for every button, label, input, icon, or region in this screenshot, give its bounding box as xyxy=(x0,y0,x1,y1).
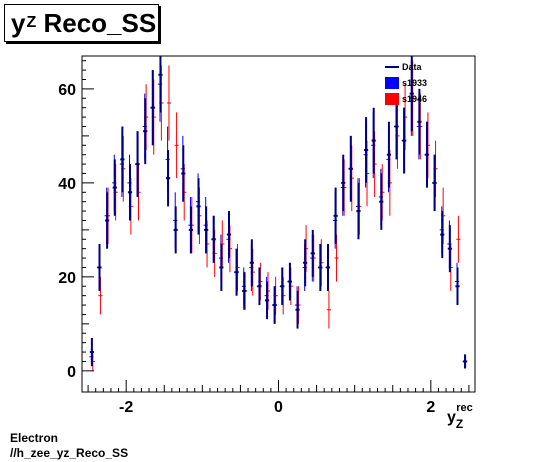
data-point xyxy=(447,225,452,273)
data-point xyxy=(211,215,216,263)
data-point xyxy=(325,243,331,291)
data-point xyxy=(333,187,338,244)
data-point xyxy=(204,206,209,254)
data-point xyxy=(295,290,300,329)
x-tick-label: -2 xyxy=(119,399,133,416)
data-point xyxy=(249,239,254,287)
x-tick-label: 2 xyxy=(426,399,435,416)
plot-frame xyxy=(81,55,476,393)
y-tick-label: 40 xyxy=(58,176,76,193)
data-point xyxy=(318,243,323,291)
legend-entry-s1946: s1946 xyxy=(385,93,427,105)
footer-label: Electron xyxy=(10,431,59,445)
x-axis-label: yZrec xyxy=(447,402,473,431)
series-data xyxy=(89,56,468,369)
x-axis-label-sub: Z xyxy=(456,417,463,431)
legend: Data s1933 s1946 xyxy=(385,62,427,105)
y-tick-label: 60 xyxy=(58,82,76,99)
data-point xyxy=(326,290,332,329)
data-point xyxy=(196,178,201,235)
legend-swatch xyxy=(385,93,399,105)
data-point xyxy=(287,262,293,301)
data-point xyxy=(105,192,110,249)
data-point xyxy=(303,239,308,287)
data-point xyxy=(226,211,232,259)
data-point xyxy=(166,65,172,141)
data-point xyxy=(234,248,239,296)
data-point xyxy=(150,70,155,146)
data-point xyxy=(143,98,148,165)
y-tick-label: 20 xyxy=(58,270,76,287)
x-tick-label: 0 xyxy=(274,399,283,416)
x-axis-label-sup: rec xyxy=(456,402,473,414)
data-point xyxy=(264,281,270,320)
data-point xyxy=(280,267,285,306)
data-point xyxy=(379,173,384,230)
data-point xyxy=(455,267,460,306)
data-point xyxy=(456,215,461,263)
data-point xyxy=(120,126,125,193)
legend-label: s1946 xyxy=(402,94,427,104)
data-point xyxy=(181,145,186,202)
data-point xyxy=(242,272,247,310)
footer-path: //h_zee_yz_Reco_SS xyxy=(10,446,129,460)
data-point xyxy=(402,107,407,174)
data-point xyxy=(356,182,361,240)
data-point xyxy=(257,267,262,306)
data-point xyxy=(371,107,376,174)
chart-title-subscript: Z xyxy=(26,14,37,31)
series-layer xyxy=(89,56,468,371)
data-point xyxy=(386,121,392,188)
legend-label: s1933 xyxy=(402,78,427,88)
data-point xyxy=(173,206,178,254)
data-point xyxy=(135,131,140,197)
data-point xyxy=(158,56,163,113)
data-point xyxy=(165,149,171,207)
x-axis-label-main: y xyxy=(447,409,456,426)
data-point xyxy=(127,164,133,221)
legend-label: Data xyxy=(402,62,423,72)
data-point xyxy=(174,112,179,179)
legend-entry-data: Data xyxy=(385,62,423,72)
chart-title-rest: Reco_SS xyxy=(36,7,157,38)
data-point xyxy=(363,117,369,183)
legend-entry-s1933: s1933 xyxy=(385,77,427,89)
data-point xyxy=(188,206,194,254)
data-point xyxy=(417,88,422,155)
data-point xyxy=(310,229,315,277)
data-point xyxy=(341,154,346,212)
data-point xyxy=(424,121,430,188)
y-tick-label: 0 xyxy=(67,364,76,381)
data-point xyxy=(440,211,445,259)
legend-swatch xyxy=(385,77,399,89)
data-point xyxy=(89,337,94,367)
data-point xyxy=(219,243,224,291)
data-point xyxy=(409,56,414,132)
data-point xyxy=(348,135,353,202)
chart-title-main: y xyxy=(11,7,26,38)
data-point xyxy=(463,354,468,369)
data-point xyxy=(432,154,437,212)
data-point xyxy=(272,286,277,324)
data-point xyxy=(112,159,117,216)
data-point xyxy=(97,243,102,291)
